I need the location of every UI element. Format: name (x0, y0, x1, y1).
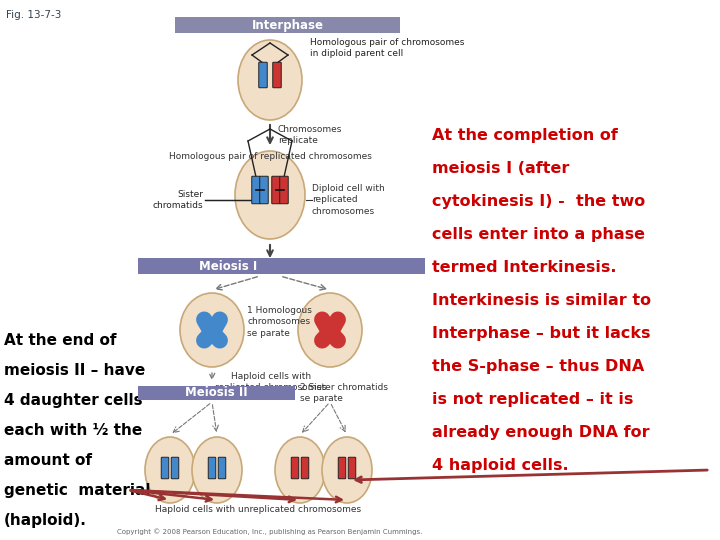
FancyBboxPatch shape (260, 176, 269, 204)
FancyBboxPatch shape (138, 258, 425, 274)
FancyBboxPatch shape (280, 176, 288, 204)
Text: At the end of: At the end of (4, 333, 117, 348)
Text: Chromosomes
replicate: Chromosomes replicate (278, 125, 343, 145)
Text: Meiosis I: Meiosis I (199, 260, 257, 273)
FancyBboxPatch shape (271, 176, 280, 204)
Text: each with ½ the: each with ½ the (4, 423, 143, 438)
FancyBboxPatch shape (208, 457, 216, 479)
Ellipse shape (145, 437, 195, 503)
Text: Interphase – but it lacks: Interphase – but it lacks (432, 326, 650, 341)
Text: 4 haploid cells.: 4 haploid cells. (432, 458, 569, 473)
Ellipse shape (298, 293, 362, 367)
Text: Fig. 13-7-3: Fig. 13-7-3 (6, 10, 61, 20)
FancyBboxPatch shape (258, 62, 267, 87)
Ellipse shape (322, 437, 372, 503)
Text: genetic  material: genetic material (4, 483, 150, 498)
Text: is not replicated – it is: is not replicated – it is (432, 392, 634, 407)
FancyBboxPatch shape (338, 457, 346, 479)
Text: At the completion of: At the completion of (432, 128, 618, 143)
FancyBboxPatch shape (301, 457, 309, 479)
Ellipse shape (238, 40, 302, 120)
Text: cytokinesis I) -  the two: cytokinesis I) - the two (432, 194, 645, 209)
FancyBboxPatch shape (171, 457, 179, 479)
FancyBboxPatch shape (138, 386, 295, 400)
Ellipse shape (180, 293, 244, 367)
FancyBboxPatch shape (348, 457, 356, 479)
Text: amount of: amount of (4, 453, 92, 468)
Ellipse shape (275, 437, 325, 503)
FancyBboxPatch shape (273, 62, 282, 87)
Text: the S-phase – thus DNA: the S-phase – thus DNA (432, 359, 644, 374)
Ellipse shape (235, 151, 305, 239)
Text: (haploid).: (haploid). (4, 513, 87, 528)
FancyBboxPatch shape (292, 457, 299, 479)
Text: Diploid cell with
replicated
chromosomes: Diploid cell with replicated chromosomes (312, 184, 384, 215)
FancyBboxPatch shape (218, 457, 226, 479)
FancyBboxPatch shape (175, 17, 400, 33)
FancyBboxPatch shape (252, 176, 260, 204)
Text: Haploid cells with
replicated chromosomes: Haploid cells with replicated chromosome… (215, 372, 327, 392)
FancyBboxPatch shape (161, 457, 168, 479)
Ellipse shape (192, 437, 242, 503)
Text: Haploid cells with unreplicated chromosomes: Haploid cells with unreplicated chromoso… (156, 505, 361, 514)
Text: 4 daughter cells: 4 daughter cells (4, 393, 143, 408)
Text: 1 Homologous
chromosomes
se parate: 1 Homologous chromosomes se parate (247, 306, 312, 338)
Text: Interphase: Interphase (251, 18, 323, 31)
Text: Sister
chromatids: Sister chromatids (153, 190, 203, 210)
Text: 2 Sister chromatids
se parate: 2 Sister chromatids se parate (300, 383, 388, 403)
Text: already enough DNA for: already enough DNA for (432, 425, 649, 440)
Text: Interkinesis is similar to: Interkinesis is similar to (432, 293, 651, 308)
Text: Copyright © 2008 Pearson Education, Inc., publishing as Pearson Benjamin Cumming: Copyright © 2008 Pearson Education, Inc.… (117, 528, 423, 535)
Text: meiosis I (after: meiosis I (after (432, 161, 570, 176)
Text: termed Interkinesis.: termed Interkinesis. (432, 260, 616, 275)
Text: cells enter into a phase: cells enter into a phase (432, 227, 645, 242)
Text: Homologous pair of chromosomes
in diploid parent cell: Homologous pair of chromosomes in diploi… (310, 38, 464, 58)
Text: Meiosis II: Meiosis II (185, 387, 248, 400)
Text: meiosis II – have: meiosis II – have (4, 363, 145, 378)
Text: Homologous pair of replicated chromosomes: Homologous pair of replicated chromosome… (168, 152, 372, 161)
